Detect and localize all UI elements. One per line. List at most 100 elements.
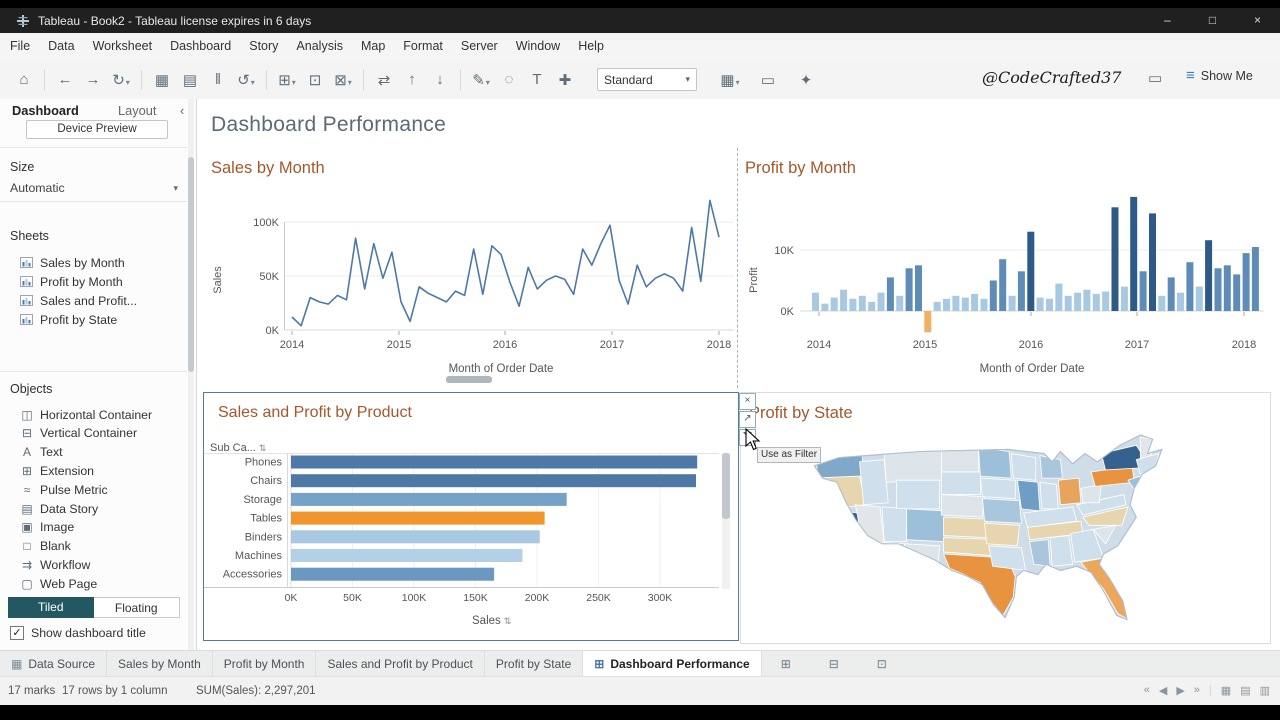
profit-bar[interactable]: [1102, 291, 1110, 312]
profit-bar[interactable]: [933, 301, 941, 311]
state-shape-34[interactable]: [1082, 506, 1129, 526]
profit-bar[interactable]: [821, 303, 829, 311]
state-shape-27[interactable]: [1022, 506, 1078, 528]
menu-data[interactable]: Data: [48, 39, 75, 53]
us-choropleth-map[interactable]: [793, 431, 1213, 636]
menu-worksheet[interactable]: Worksheet: [92, 39, 153, 53]
tiled-button[interactable]: Tiled: [8, 597, 94, 618]
new-worksheet-icon[interactable]: ⊞▾: [278, 71, 296, 89]
object-pulse-metric[interactable]: ≈ Pulse Metric: [0, 480, 186, 499]
product-bar-phones[interactable]: [291, 455, 698, 469]
profit-bar[interactable]: [877, 292, 885, 311]
profit-by-month-chart[interactable]: 10K 0K Profit 2014 2015 2016 2017 2018 Month of …: [745, 148, 1272, 390]
sales-line-series[interactable]: [291, 199, 720, 327]
pause-updates-icon[interactable]: ‖: [214, 71, 222, 88]
product-bar-machines[interactable]: [291, 549, 523, 562]
object-web-page[interactable]: ▢ Web Page: [0, 574, 186, 593]
state-shape-19[interactable]: [982, 498, 1022, 524]
tab-sales-and-profit-by-product[interactable]: Sales and Profit by Product: [316, 651, 485, 677]
profit-bar[interactable]: [830, 297, 838, 311]
profit-bar[interactable]: [812, 292, 819, 311]
add-data-source-icon[interactable]: ▤: [182, 71, 198, 89]
profit-bar[interactable]: [1008, 295, 1016, 312]
highlight-icon[interactable]: ✎▾: [472, 71, 490, 89]
sort-icon[interactable]: ⇅: [503, 616, 512, 626]
profit-bar[interactable]: [1149, 213, 1156, 311]
state-shape-0[interactable]: [814, 446, 865, 479]
menu-dashboard[interactable]: Dashboard: [170, 39, 232, 53]
fit-dropdown[interactable]: Standard ▾: [597, 68, 697, 91]
new-worksheet-tab-icon[interactable]: ⊞: [780, 657, 791, 671]
history-nav-icon-1[interactable]: ◀: [1158, 685, 1168, 697]
object-extension[interactable]: ⊞ Extension: [0, 461, 186, 480]
profit-bar[interactable]: [971, 293, 979, 311]
profit-bar[interactable]: [1223, 265, 1231, 312]
profit-bar[interactable]: [868, 301, 876, 311]
profit-bar[interactable]: [1046, 298, 1053, 311]
object-horizontal-container[interactable]: ◫ Horizontal Container: [0, 405, 186, 424]
state-shape-32[interactable]: [1080, 557, 1129, 620]
device-preview-button[interactable]: Device Preview: [26, 120, 168, 139]
sidebar-sheet-3[interactable]: Sales and Profit...: [0, 291, 186, 310]
scrollbar-thumb[interactable]: [188, 157, 194, 372]
share-icon[interactable]: ✦: [799, 71, 813, 89]
profit-bar[interactable]: [1130, 196, 1138, 311]
scrollbar-thumb[interactable]: [722, 453, 730, 519]
profit-bar[interactable]: [1027, 231, 1035, 311]
sort-icon[interactable]: ⇅: [258, 443, 267, 453]
profit-bar[interactable]: [1055, 283, 1063, 311]
product-chart-scrollbar[interactable]: [722, 453, 730, 589]
redo-icon[interactable]: →: [85, 71, 101, 88]
object-vertical-container[interactable]: ⊟ Vertical Container: [0, 424, 186, 443]
history-nav-icon-2[interactable]: ▶: [1176, 685, 1185, 697]
minimize-button[interactable]: –: [1164, 13, 1171, 27]
duplicate-sheet-icon[interactable]: ⊡: [308, 71, 322, 89]
home-icon[interactable]: ⌂: [19, 71, 29, 88]
show-hide-cards-icon[interactable]: ▦▾: [720, 71, 740, 89]
profit-bar[interactable]: [1214, 268, 1222, 311]
menu-analysis[interactable]: Analysis: [296, 39, 343, 53]
go-to-sheet-button[interactable]: ↗: [739, 411, 756, 428]
replay-icon[interactable]: ↻▾: [112, 71, 130, 89]
profit-bar[interactable]: [1167, 277, 1175, 311]
menu-server[interactable]: Server: [460, 39, 498, 53]
profit-bar[interactable]: [1120, 286, 1128, 311]
state-shape-4[interactable]: [895, 479, 940, 510]
profit-bar[interactable]: [1017, 271, 1025, 311]
profit-bar[interactable]: [1083, 289, 1091, 311]
new-story-tab-icon[interactable]: ⊡: [876, 657, 887, 671]
attach-icon[interactable]: ◌: [504, 71, 514, 88]
menu-file[interactable]: File: [10, 39, 31, 53]
collapse-pane-icon[interactable]: ‹: [180, 103, 185, 118]
sort-descending-icon[interactable]: ↓: [436, 71, 444, 88]
object-workflow[interactable]: ⇉ Workflow: [0, 555, 186, 574]
product-bar-chairs[interactable]: [291, 474, 696, 488]
state-shape-26[interactable]: [1057, 477, 1082, 506]
object-text[interactable]: A Text: [0, 443, 186, 462]
profit-bar[interactable]: [1251, 247, 1259, 311]
device-designer-icon[interactable]: ▭: [1148, 70, 1163, 87]
text-label-icon[interactable]: T: [532, 71, 542, 88]
sidebar-sheet-1[interactable]: Sales by Month: [0, 253, 186, 272]
profit-bar[interactable]: [896, 295, 904, 312]
profit-bar[interactable]: [980, 298, 988, 311]
show-dashboard-title-checkbox[interactable]: ✓: [10, 626, 24, 640]
close-button[interactable]: ×: [1253, 13, 1261, 27]
profit-bar[interactable]: [943, 298, 950, 311]
state-shape-7[interactable]: [881, 506, 908, 543]
profit-bar[interactable]: [1205, 240, 1213, 311]
profit-bar[interactable]: [1036, 297, 1044, 311]
product-bar-binders[interactable]: [291, 530, 540, 544]
menu-format[interactable]: Format: [403, 39, 443, 53]
product-bar-accessories[interactable]: [291, 567, 495, 581]
tab-profit-by-month[interactable]: Profit by Month: [213, 651, 317, 677]
size-dropdown[interactable]: Automatic ▾: [10, 181, 178, 199]
tab-dashboard-performance-active[interactable]: ⊞ Dashboard Performance: [583, 651, 762, 677]
history-nav-icon-3[interactable]: »: [1193, 684, 1200, 696]
sales-profit-by-product-container[interactable]: Sales and Profit by Product Sub Ca... ⇅ 0…: [203, 392, 739, 641]
state-shape-8[interactable]: [861, 541, 906, 580]
profit-bar[interactable]: [886, 277, 894, 311]
profit-bar[interactable]: [915, 265, 922, 312]
profit-bar[interactable]: [924, 311, 932, 333]
menu-window[interactable]: Window: [515, 39, 561, 53]
